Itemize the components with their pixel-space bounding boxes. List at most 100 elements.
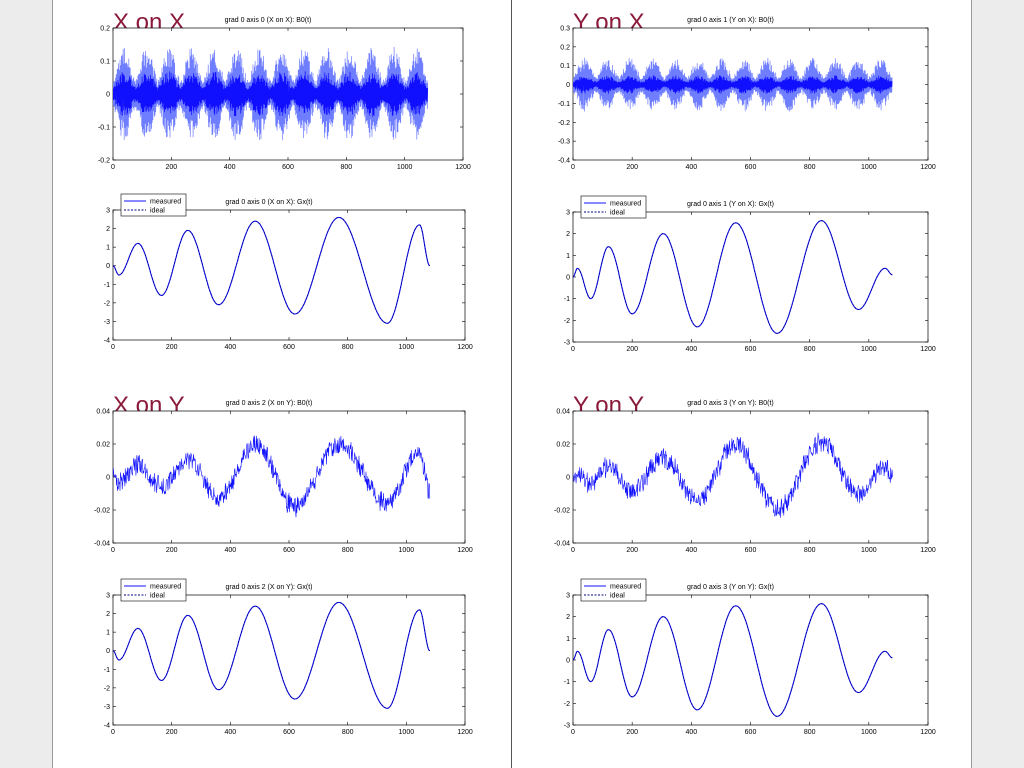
x-tick-label: 1200 xyxy=(920,729,936,736)
y-tick-label: -4 xyxy=(104,338,110,345)
y-tick-label: -0.4 xyxy=(558,158,570,165)
y-tick-label: -3 xyxy=(104,319,110,326)
y-tick-label: 1 xyxy=(106,245,110,252)
x-tick-label: 1000 xyxy=(861,729,877,736)
plot-area xyxy=(573,432,893,518)
plot-title: grad 0 axis 1 (Y on X): Gx(t) xyxy=(687,201,774,208)
x-tick-label: 200 xyxy=(166,547,178,554)
x-tick-label: 1200 xyxy=(457,344,473,351)
y-tick-label: 0 xyxy=(566,82,570,89)
x-tick-label: 0 xyxy=(111,729,115,736)
x-tick-label: 1000 xyxy=(399,344,415,351)
x-tick-label: 800 xyxy=(342,729,354,736)
y-tick-label: 0.3 xyxy=(560,26,570,33)
y-tick-label: 2 xyxy=(106,226,110,233)
plot-area xyxy=(113,601,431,709)
plot-yx-b0: grad 0 axis 1 (Y on X): B0(t) 0 200 400 600 8… xyxy=(558,17,936,171)
x-tick-label: 400 xyxy=(685,547,697,554)
x-tick-label: 400 xyxy=(224,164,236,171)
x-tick-label: 1000 xyxy=(861,346,877,353)
x-tick-label: 200 xyxy=(165,164,177,171)
x-tick-label: 400 xyxy=(224,729,236,736)
y-tick-label: 1 xyxy=(106,630,110,637)
y-tick-label: 1 xyxy=(566,636,570,643)
y-tick-label: 1 xyxy=(566,253,570,260)
series-b0 xyxy=(573,432,893,518)
plot-area xyxy=(113,435,431,518)
y-tick-label: 0 xyxy=(566,658,570,665)
x-tick-label: 800 xyxy=(804,164,816,171)
y-tick-label: 0 xyxy=(566,475,570,482)
x-tick-label: 1200 xyxy=(455,164,471,171)
x-tick-label: 600 xyxy=(745,547,757,554)
y-tick-label: -0.02 xyxy=(554,508,570,515)
plot-frame xyxy=(112,410,466,544)
plot-xx-gx: grad 0 axis 0 (X on X): Gx(t) 0 200 400 600 8… xyxy=(104,193,473,351)
y-tick-label: 0.04 xyxy=(96,409,110,416)
y-tick-label: -0.02 xyxy=(94,508,110,515)
plot-title: grad 0 axis 0 (X on X): Gx(t) xyxy=(225,199,312,206)
y-tick-label: 0.2 xyxy=(560,44,570,51)
y-tick-label: -1 xyxy=(104,667,110,674)
x-tick-label: 800 xyxy=(804,346,816,353)
x-tick-label: 400 xyxy=(685,346,697,353)
plot-title: grad 0 axis 3 (Y on Y): Gx(t) xyxy=(687,584,774,591)
legend-entry-measured: measured xyxy=(150,584,181,591)
x-tick-label: 1200 xyxy=(920,547,936,554)
x-tick-label: 800 xyxy=(342,547,354,554)
x-tick-label: 200 xyxy=(166,344,178,351)
y-tick-label: -3 xyxy=(564,723,570,730)
x-tick-label: 800 xyxy=(804,547,816,554)
plot-yy-gx: grad 0 axis 3 (Y on Y): Gx(t) 0 200 400 600 8… xyxy=(564,578,936,736)
plot-frame xyxy=(112,209,466,341)
y-tick-label: 0 xyxy=(106,263,110,270)
y-tick-label: 0.2 xyxy=(100,26,110,33)
plot-area xyxy=(573,57,893,112)
plot-frame xyxy=(572,410,929,544)
x-tick-label: 800 xyxy=(804,729,816,736)
plot-xx-b0: grad 0 axis 0 (X on X): B0(t) 0 200 400 600 8… xyxy=(98,17,471,171)
x-tick-label: 600 xyxy=(283,729,295,736)
y-tick-label: -0.1 xyxy=(558,101,570,108)
y-tick-label: 0 xyxy=(566,275,570,282)
legend-entry-ideal: ideal xyxy=(610,593,625,600)
x-tick-label: 1000 xyxy=(861,164,877,171)
y-tick-label: -0.04 xyxy=(554,541,570,548)
y-tick-label: 0.02 xyxy=(96,442,110,449)
x-tick-label: 1200 xyxy=(457,729,473,736)
x-tick-label: 0 xyxy=(111,344,115,351)
x-tick-label: 600 xyxy=(745,164,757,171)
x-tick-label: 600 xyxy=(283,547,295,554)
y-tick-label: -3 xyxy=(564,340,570,347)
x-tick-label: 600 xyxy=(282,164,294,171)
plot-frame xyxy=(572,594,929,726)
legend-entry-ideal: ideal xyxy=(150,593,165,600)
y-tick-label: 0.1 xyxy=(100,59,110,66)
x-tick-label: 400 xyxy=(685,729,697,736)
legend-entry-ideal: ideal xyxy=(150,208,165,215)
y-tick-label: 0.04 xyxy=(556,409,570,416)
x-tick-label: 200 xyxy=(626,547,638,554)
x-tick-label: 0 xyxy=(571,729,575,736)
plot-yx-gx: grad 0 axis 1 (Y on X): Gx(t) 0 200 400 600 8… xyxy=(564,195,936,353)
series-ideal xyxy=(113,216,430,324)
series-b0 xyxy=(573,75,893,94)
x-tick-label: 800 xyxy=(340,164,352,171)
series-b0 xyxy=(113,435,431,518)
y-tick-label: -1 xyxy=(104,282,110,289)
plot-frame xyxy=(572,211,929,343)
series-b0 xyxy=(113,71,429,117)
plot-area xyxy=(573,220,893,334)
legend-box xyxy=(580,195,647,219)
y-tick-label: 2 xyxy=(566,614,570,621)
x-tick-label: 0 xyxy=(111,164,115,171)
x-tick-label: 1000 xyxy=(399,547,415,554)
y-tick-label: -0.2 xyxy=(558,120,570,127)
y-tick-label: -0.3 xyxy=(558,139,570,146)
x-tick-label: 0 xyxy=(571,164,575,171)
y-tick-label: 3 xyxy=(106,593,110,600)
plot-title: grad 0 axis 0 (X on X): B0(t) xyxy=(225,17,312,24)
x-tick-label: 1200 xyxy=(457,547,473,554)
plot-area xyxy=(573,603,893,717)
